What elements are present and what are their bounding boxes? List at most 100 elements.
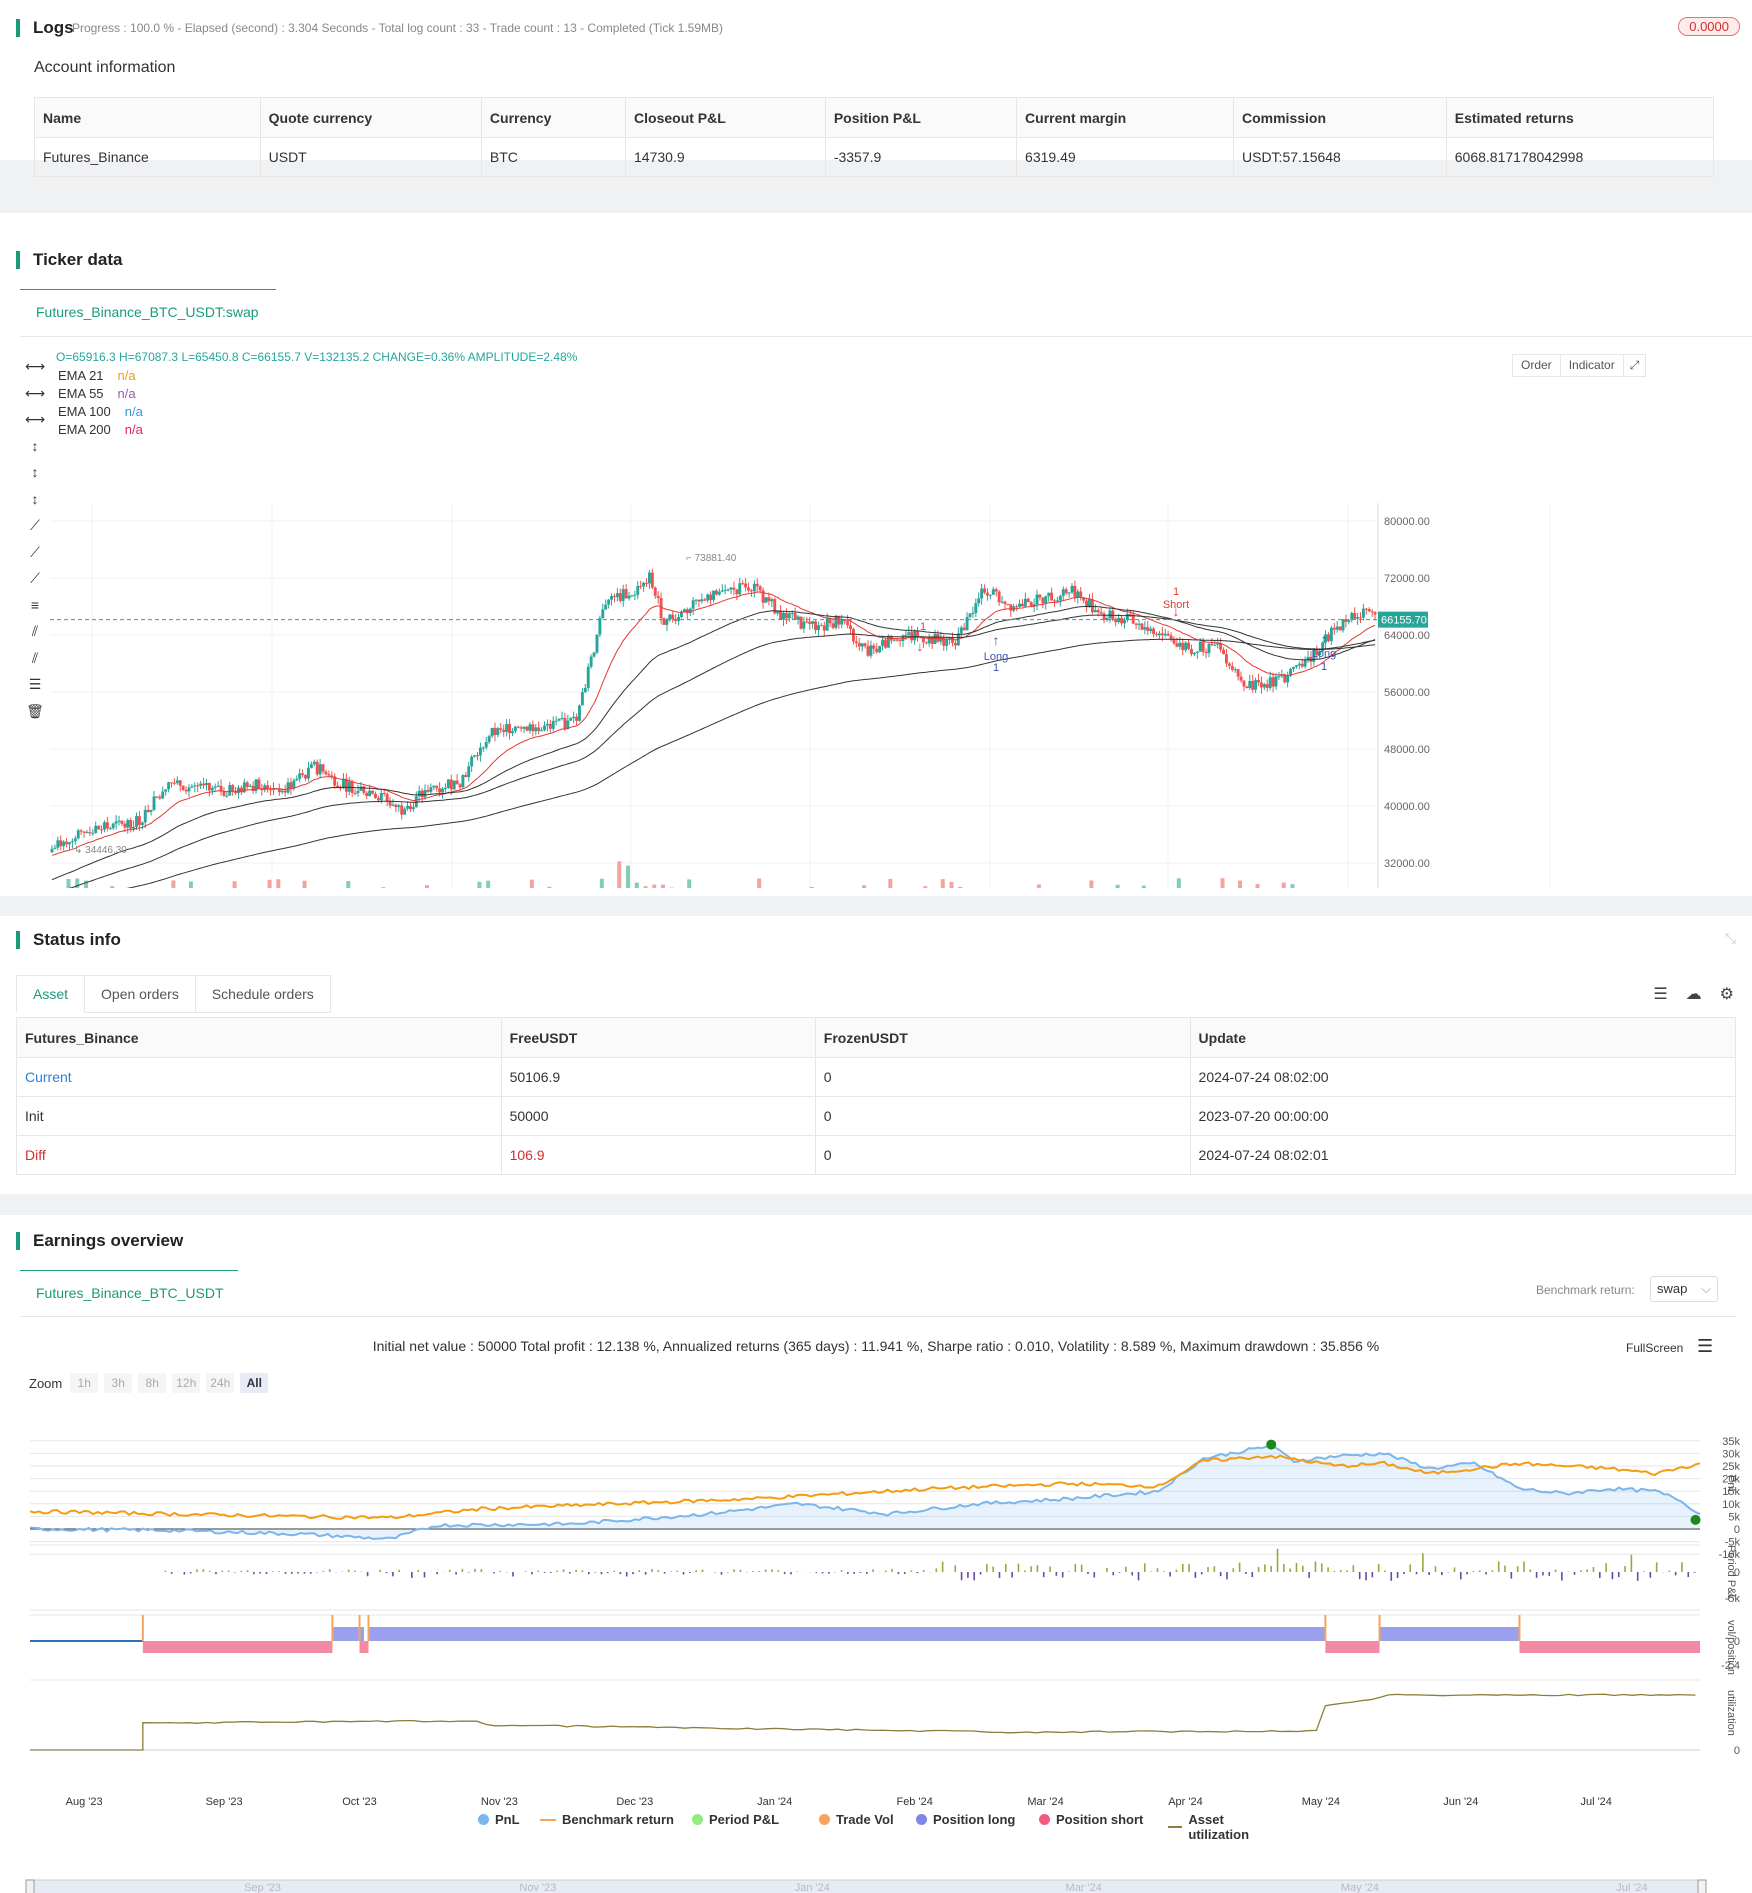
candle-body [921,637,925,643]
candle-body [79,830,83,832]
legend-item[interactable]: Asset utilization [1168,1812,1278,1842]
zoom-8h-button[interactable]: 8h [138,1373,167,1393]
legend-symbol [1168,1826,1183,1828]
vertical-segment-icon[interactable]: ↕ [31,490,39,507]
menu-icon[interactable]: ☰ [1697,1336,1714,1356]
zoom-1h-button[interactable]: 1h [70,1373,99,1393]
candle-body [566,720,570,730]
benchmark-select[interactable]: swap ⌵ [1650,1276,1718,1302]
tab-open-orders[interactable]: Open orders [85,975,196,1013]
tab-earnings-symbol[interactable]: Futures_Binance_BTC_USDT [20,1270,238,1311]
vertical-line-icon[interactable]: ↕ [31,437,39,454]
candle-body [1195,651,1199,653]
candle-body [808,621,812,624]
tab-asset[interactable]: Asset [16,975,86,1013]
legend-item[interactable]: Position short [1039,1812,1143,1827]
candle-body [586,666,590,688]
legend-item[interactable]: PnL [478,1812,520,1827]
legend-item[interactable]: Trade Vol [819,1812,894,1827]
candle-body [671,614,675,620]
fullscreen-button[interactable]: FullScreen [1626,1341,1684,1355]
parallel-channel-icon[interactable]: ⫽ [31,623,39,639]
zoom-12h-button[interactable]: 12h [172,1373,201,1393]
candle-body [1125,613,1129,620]
candle-body [56,840,60,848]
candle-body [149,809,153,812]
candle-body [140,822,144,826]
candle-body [779,610,783,620]
y-tick-label: 40000.00 [1384,801,1430,813]
candle-body [1149,628,1153,631]
zoom-24h-button[interactable]: 24h [206,1373,235,1393]
asset-table: Futures_Binance FreeUSDT FrozenUSDT Update … [16,1017,1737,1175]
candles [50,568,1377,854]
cloud-download-icon[interactable]: ☁ [1685,986,1702,1003]
zoom-3h-button[interactable]: 3h [104,1373,133,1393]
account-col-header: Closeout P&L [625,97,826,138]
candle-body [1274,676,1278,687]
candle-body [959,627,963,634]
volume-bar [958,886,963,888]
candle-body [849,625,852,630]
gear-icon[interactable]: ⚙ [1719,986,1734,1003]
ray-icon[interactable]: ⟋ [30,543,40,560]
volume-bar [652,884,657,888]
candle-body [242,782,246,793]
account-col-header: Estimated returns [1445,97,1715,138]
candle-body [1268,677,1272,688]
asset-cell: 2023-07-20 00:00:00 [1189,1096,1737,1136]
candle-body [1120,617,1123,624]
candle-body [400,805,404,815]
candlestick-chart[interactable]: 80000.00 72000.00 64000.00 56000.00 48000.00… [50,358,1752,888]
candle-body [627,595,631,599]
legend-item[interactable]: Period P&L [692,1812,779,1827]
candle-body [787,613,791,619]
volume-bar [1281,882,1286,888]
trend-line-icon[interactable]: ⟋ [30,517,40,533]
candle-body [219,785,223,792]
candle-body [123,823,127,828]
legend-item[interactable]: Benchmark return [540,1812,674,1827]
vertical-ray-icon[interactable]: ↕ [31,464,39,480]
candle-body [1364,608,1368,610]
ema-label: EMA 55 [58,386,104,401]
candle-body [202,783,205,786]
account-cell: 6319.49 [1016,137,1234,177]
candle-body [91,832,95,834]
tab-ticker-symbol[interactable]: Futures_Binance_BTC_USDT:swap [20,289,276,330]
expand-icon[interactable]: ⤢ [1629,358,1640,372]
tab-schedule-orders[interactable]: Schedule orders [195,975,331,1013]
asset-cell: 0 [814,1057,1191,1097]
volume-bar [923,886,928,888]
horizontal-ray-icon[interactable]: ⟷ [24,358,46,374]
legend-item[interactable]: Position long [916,1812,1015,1827]
earnings-summary: Initial net value : 50000 Total profit :… [372,1338,1380,1354]
candle-body [362,786,366,793]
horizontal-line-icon[interactable]: ⟷ [24,384,46,401]
order-button[interactable]: Order [1513,355,1561,376]
position-short-bar [359,1641,369,1653]
fibonacci-icon[interactable]: ☰ [28,676,42,692]
candle-body [735,589,739,595]
ema-line [51,591,1376,856]
price-label-icon[interactable]: ≡ [30,596,40,613]
trash-icon[interactable]: 🗑 [26,702,44,719]
candle-body [831,623,835,628]
candle-body [866,646,870,656]
horizontal-segment-icon[interactable]: ⟷ [24,411,46,427]
indicator-button[interactable]: Indicator [1561,355,1624,376]
candle-body [365,792,369,797]
pitchfork-icon[interactable]: ⫽ [31,649,39,666]
navigator-handle-left[interactable] [25,1879,35,1893]
candle-body [1338,626,1342,631]
list-icon[interactable]: ☰ [1653,986,1668,1003]
extended-line-icon[interactable]: ⟋ [30,570,40,586]
candle-body [723,589,727,591]
asset-cell: 50000 [500,1096,816,1136]
candle-body [1204,651,1208,654]
axis-title: utilization [1725,1690,1737,1736]
collapse-icon[interactable]: ⤡ [1724,930,1736,946]
navigator-handle-right[interactable] [1697,1879,1707,1893]
zoom-All-button[interactable]: All [240,1373,269,1393]
